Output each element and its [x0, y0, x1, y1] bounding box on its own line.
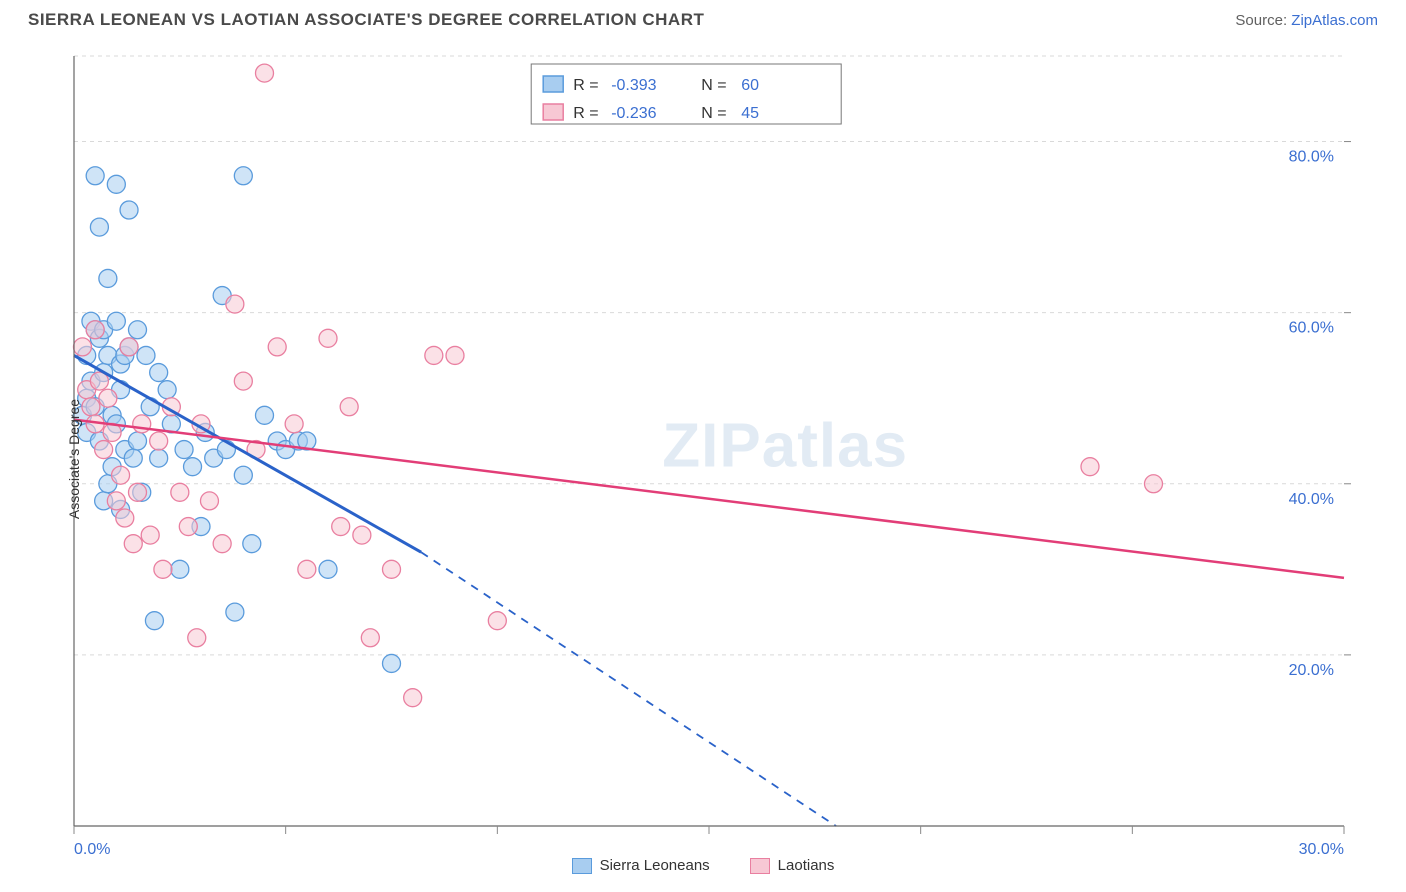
scatter-point: [188, 629, 206, 647]
scatter-point: [256, 406, 274, 424]
scatter-point: [488, 612, 506, 630]
scatter-point: [1081, 458, 1099, 476]
scatter-point: [175, 441, 193, 459]
watermark: ZIPatlas: [662, 412, 908, 481]
x-tick-label: 30.0%: [1299, 841, 1344, 858]
scatter-point: [86, 167, 104, 185]
scatter-point: [340, 398, 358, 416]
legend-r-value: -0.393: [611, 77, 656, 94]
scatter-point: [141, 398, 159, 416]
legend-swatch: [543, 104, 563, 120]
legend-n-value: 45: [741, 105, 759, 122]
legend-r-value: -0.236: [611, 105, 656, 122]
legend-label: Sierra Leoneans: [600, 857, 710, 874]
scatter-point: [86, 321, 104, 339]
scatter-point: [234, 372, 252, 390]
scatter-point: [116, 509, 134, 527]
scatter-point: [120, 201, 138, 219]
scatter-point: [179, 518, 197, 536]
scatter-point: [383, 654, 401, 672]
scatter-point: [129, 483, 147, 501]
scatter-point: [268, 338, 286, 356]
scatter-point: [332, 518, 350, 536]
y-tick-label: 20.0%: [1289, 662, 1334, 679]
scatter-point: [150, 364, 168, 382]
y-axis-label: Associate's Degree: [66, 399, 82, 519]
legend-swatch: [543, 76, 563, 92]
chart-header: SIERRA LEONEAN VS LAOTIAN ASSOCIATE'S DE…: [0, 0, 1406, 36]
scatter-point: [361, 629, 379, 647]
scatter-point: [446, 346, 464, 364]
scatter-point: [129, 432, 147, 450]
scatter-point: [107, 492, 125, 510]
scatter-point: [82, 398, 100, 416]
scatter-point: [133, 415, 151, 433]
scatter-point: [99, 389, 117, 407]
scatter-point: [285, 415, 303, 433]
scatter-point: [171, 483, 189, 501]
scatter-point: [141, 526, 159, 544]
bottom-legend-item: Laotians: [750, 857, 835, 874]
legend-n-label: N =: [701, 77, 726, 94]
scatter-point: [319, 329, 337, 347]
scatter-point: [120, 338, 138, 356]
scatter-point: [226, 295, 244, 313]
scatter-point: [243, 535, 261, 553]
scatter-point: [213, 535, 231, 553]
scatter-point: [150, 432, 168, 450]
legend-swatch: [750, 858, 770, 874]
scatter-point: [90, 218, 108, 236]
x-tick-label: 0.0%: [74, 841, 110, 858]
source-attribution: Source: ZipAtlas.com: [1235, 12, 1378, 29]
scatter-point: [107, 175, 125, 193]
chart-title: SIERRA LEONEAN VS LAOTIAN ASSOCIATE'S DE…: [28, 10, 704, 30]
y-tick-label: 60.0%: [1289, 320, 1334, 337]
legend-n-value: 60: [741, 77, 759, 94]
chart-container: Associate's Degree ZIPatlas 0.0% 30.0% 20.0…: [28, 46, 1378, 872]
source-label: Source:: [1235, 12, 1287, 29]
bottom-legend-item: Sierra Leoneans: [572, 857, 710, 874]
correlation-scatter-chart: ZIPatlas 0.0% 30.0% 20.0% 40.0% 60.0% 80.0% R =…: [28, 46, 1384, 872]
legend-r-label: R =: [573, 105, 598, 122]
scatter-point: [73, 338, 91, 356]
scatter-point: [129, 321, 147, 339]
bottom-legend: Sierra Leoneans Laotians: [28, 857, 1378, 874]
source-link[interactable]: ZipAtlas.com: [1291, 12, 1378, 29]
scatter-point: [383, 560, 401, 578]
scatter-point: [124, 535, 142, 553]
legend-swatch: [572, 858, 592, 874]
scatter-point: [112, 466, 130, 484]
scatter-point: [256, 64, 274, 82]
scatter-point: [319, 560, 337, 578]
scatter-point: [226, 603, 244, 621]
scatter-point: [99, 269, 117, 287]
scatter-point: [200, 492, 218, 510]
scatter-point: [158, 381, 176, 399]
scatter-point: [124, 449, 142, 467]
legend-r-label: R =: [573, 77, 598, 94]
scatter-point: [171, 560, 189, 578]
y-tick-label: 40.0%: [1289, 491, 1334, 508]
scatter-point: [95, 441, 113, 459]
scatter-point: [234, 167, 252, 185]
scatter-point: [184, 458, 202, 476]
scatter-point: [425, 346, 443, 364]
scatter-point: [298, 560, 316, 578]
scatter-point: [404, 689, 422, 707]
y-tick-label: 80.0%: [1289, 149, 1334, 166]
scatter-point: [137, 346, 155, 364]
legend-label: Laotians: [778, 857, 835, 874]
scatter-point: [1145, 475, 1163, 493]
legend-n-label: N =: [701, 105, 726, 122]
scatter-point: [107, 312, 125, 330]
scatter-point: [150, 449, 168, 467]
trend-line-dashed: [421, 552, 836, 826]
scatter-point: [234, 466, 252, 484]
scatter-point: [154, 560, 172, 578]
scatter-point: [353, 526, 371, 544]
scatter-point: [145, 612, 163, 630]
